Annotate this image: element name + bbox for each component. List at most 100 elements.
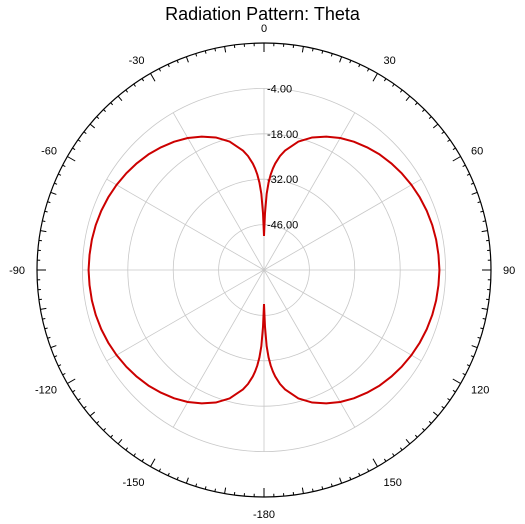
angle-tick bbox=[467, 174, 470, 175]
angle-tick bbox=[58, 174, 61, 175]
angle-tick bbox=[415, 103, 417, 105]
angle-label--60: -60 bbox=[41, 146, 57, 158]
angle-tick bbox=[151, 73, 156, 81]
angle-tick bbox=[186, 478, 188, 484]
angle-tick bbox=[134, 84, 136, 86]
angle-tick bbox=[118, 439, 122, 444]
angle-tick bbox=[442, 406, 444, 408]
angle-tick bbox=[84, 406, 86, 408]
angle-tick bbox=[177, 477, 178, 480]
angle-tick bbox=[463, 373, 466, 374]
angle-tick bbox=[103, 428, 105, 430]
angle-tick bbox=[400, 448, 402, 450]
angle-tick bbox=[384, 79, 386, 82]
radial-labels: -4.00-18.00-32.00-46.00 bbox=[267, 83, 298, 231]
angle-tick bbox=[196, 54, 197, 57]
angle-tick bbox=[126, 90, 128, 92]
angle-tick bbox=[63, 373, 66, 374]
angle-tick bbox=[359, 473, 360, 476]
angle-tick bbox=[196, 484, 197, 487]
angle-tick bbox=[482, 308, 488, 309]
angle-tick bbox=[225, 488, 226, 494]
angle-tick bbox=[103, 109, 105, 111]
angle-tick bbox=[422, 428, 424, 430]
angle-tick bbox=[159, 469, 160, 472]
angle-tick bbox=[471, 183, 474, 184]
angle-tick bbox=[384, 459, 386, 462]
angle-tick bbox=[442, 132, 444, 134]
angle-tick bbox=[42, 221, 45, 222]
angle-tick bbox=[168, 473, 169, 476]
angle-label--120: -120 bbox=[35, 385, 57, 397]
angle-tick bbox=[340, 57, 342, 63]
angle-tick bbox=[302, 488, 303, 494]
angle-tick bbox=[142, 79, 144, 82]
angle-tick bbox=[48, 202, 51, 203]
angle-label--180: -180 bbox=[253, 509, 275, 521]
angle-tick bbox=[453, 148, 456, 150]
angle-label-90: 90 bbox=[503, 265, 515, 277]
angle-tick bbox=[168, 64, 169, 67]
angle-tick bbox=[429, 117, 431, 119]
grid-spoke bbox=[264, 270, 355, 427]
angle-tick bbox=[54, 183, 57, 184]
angle-tick bbox=[63, 165, 66, 166]
angle-tick bbox=[54, 356, 57, 357]
grid-spoke bbox=[107, 179, 264, 270]
angle-tick bbox=[40, 308, 46, 309]
angle-tick bbox=[67, 379, 75, 384]
angle-tick bbox=[467, 365, 470, 366]
angle-tick bbox=[111, 103, 113, 105]
angle-tick bbox=[406, 96, 410, 101]
angle-tick bbox=[51, 192, 57, 194]
angle-tick bbox=[312, 489, 313, 492]
angle-tick bbox=[429, 421, 431, 423]
angle-tick bbox=[367, 69, 368, 72]
angle-tick bbox=[478, 337, 481, 338]
angle-tick bbox=[373, 459, 378, 467]
angle-tick bbox=[350, 60, 351, 63]
angle-tick bbox=[97, 117, 99, 119]
angle-tick bbox=[472, 346, 478, 348]
angle-tick bbox=[453, 390, 456, 392]
angle-tick bbox=[42, 318, 45, 319]
angle-label-60: 60 bbox=[471, 146, 483, 158]
angle-label-120: 120 bbox=[471, 385, 489, 397]
angle-tick bbox=[359, 64, 360, 67]
angle-tick bbox=[483, 221, 486, 222]
angle-tick bbox=[433, 124, 438, 128]
angle-tick bbox=[134, 453, 136, 455]
angle-tick bbox=[350, 477, 351, 480]
angle-tick bbox=[48, 337, 51, 338]
angle-tick bbox=[392, 453, 394, 455]
grid-spoke bbox=[107, 270, 264, 361]
angle-tick bbox=[453, 157, 461, 162]
angle-label-150: 150 bbox=[384, 477, 402, 489]
angle-tick bbox=[447, 398, 449, 400]
angle-tick bbox=[84, 132, 86, 134]
angle-tick bbox=[472, 192, 478, 194]
angle-tick bbox=[373, 73, 378, 81]
angle-tick bbox=[73, 390, 76, 392]
angle-label-30: 30 bbox=[384, 55, 396, 67]
radial-label-2: -32.00 bbox=[267, 174, 298, 186]
angle-tick bbox=[142, 459, 144, 462]
angle-tick bbox=[400, 90, 402, 92]
angle-tick bbox=[151, 459, 156, 467]
angle-tick bbox=[97, 421, 99, 423]
angle-tick bbox=[67, 157, 75, 162]
angle-tick bbox=[433, 412, 438, 416]
angle-tick bbox=[483, 318, 486, 319]
grid-spoke bbox=[264, 270, 421, 361]
angle-tick bbox=[78, 140, 80, 142]
angle-tick bbox=[392, 84, 394, 86]
angle-tick bbox=[478, 202, 481, 203]
angle-tick bbox=[58, 365, 61, 366]
angle-tick bbox=[186, 57, 188, 63]
angle-tick bbox=[225, 46, 226, 52]
angle-tick bbox=[90, 412, 95, 416]
angle-label-0: 0 bbox=[261, 23, 267, 35]
angle-tick bbox=[415, 435, 417, 437]
angle-label--30: -30 bbox=[129, 55, 145, 67]
